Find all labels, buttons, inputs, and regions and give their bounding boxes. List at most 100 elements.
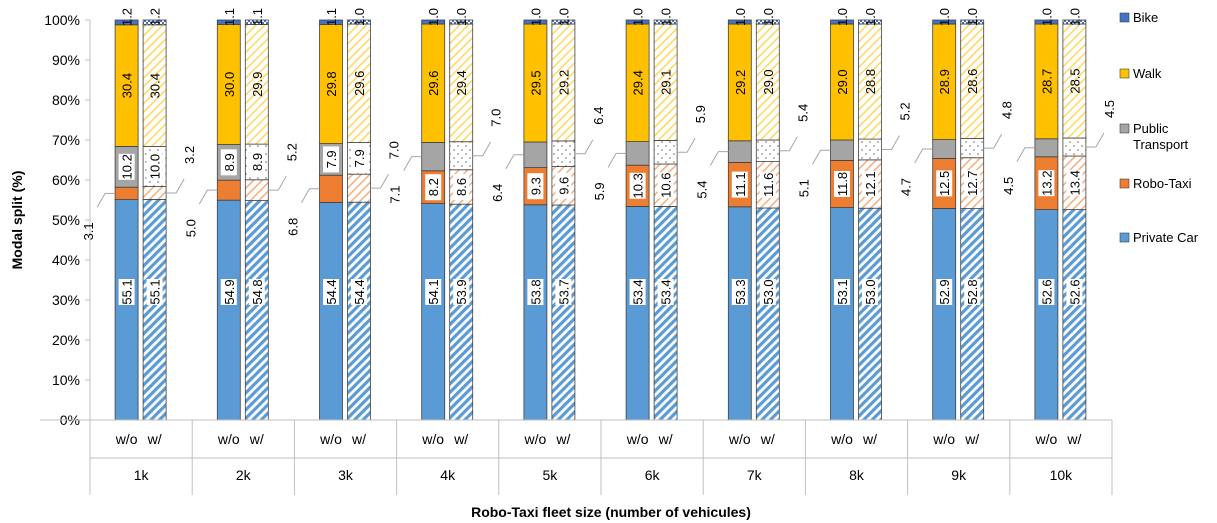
- value-label: 8.2: [426, 178, 441, 196]
- bar-label: w/: [1066, 431, 1081, 447]
- leader-line: [166, 178, 185, 194]
- segment-private-car: [625, 205, 650, 421]
- value-label: 1.1: [222, 8, 237, 26]
- value-label: 29.1: [659, 70, 674, 95]
- value-label-bg: [425, 279, 442, 305]
- value-label: 53.0: [863, 279, 878, 304]
- value-label: 11.1: [733, 172, 748, 196]
- value-label: 55.1: [120, 279, 135, 304]
- value-label: 29.6: [352, 71, 367, 96]
- value-label-bg: [351, 145, 367, 172]
- segment-public-transport: [932, 139, 957, 159]
- leader-line: [709, 151, 729, 166]
- value-label-bg: [453, 173, 470, 200]
- segment-bike: [727, 19, 752, 25]
- value-label: 1.0: [454, 8, 469, 26]
- segment-public-transport: [755, 139, 780, 163]
- value-label: 1.0: [1039, 8, 1054, 26]
- legend-swatch: [1119, 123, 1130, 134]
- value-label: 10.3: [631, 173, 646, 198]
- value-label-bg: [425, 174, 442, 201]
- segment-private-car: [551, 204, 576, 421]
- leader-line: [472, 141, 492, 157]
- segment-private-car: [830, 207, 854, 421]
- value-label: 52.6: [1039, 279, 1054, 304]
- value-label: 1.0: [863, 8, 878, 26]
- value-label: 54.1: [426, 279, 441, 304]
- value-label-bg: [118, 279, 135, 305]
- segment-private-car: [142, 198, 167, 421]
- leader-line: [1016, 147, 1035, 163]
- value-label: 10.6: [659, 173, 674, 198]
- value-label-bg: [964, 170, 981, 197]
- value-label: 1.0: [426, 8, 441, 26]
- leader-line: [301, 188, 320, 204]
- value-label: 1.2: [148, 8, 163, 26]
- value-label: 28.9: [937, 69, 952, 94]
- value-label-bg: [118, 153, 135, 180]
- leader-line: [881, 135, 900, 150]
- value-label-bg: [759, 171, 776, 198]
- value-label-bg: [323, 146, 339, 173]
- segment-private-car: [449, 203, 474, 421]
- value-label: 54.8: [250, 279, 265, 304]
- value-label-bg: [834, 171, 850, 197]
- leader-line: [812, 149, 831, 165]
- value-label: 29.8: [324, 71, 339, 96]
- value-label: 10.2: [120, 154, 135, 179]
- y-tick-label: 10%: [52, 372, 80, 388]
- leader-line: [198, 189, 218, 205]
- segment-bike: [932, 19, 957, 25]
- segment-robo-taxi: [114, 186, 139, 200]
- value-label-outside: 3.2: [182, 146, 197, 164]
- value-label: 53.3: [733, 279, 748, 304]
- value-label: 29.9: [250, 72, 265, 97]
- value-label-bg: [629, 279, 646, 305]
- segment-bike: [551, 19, 576, 25]
- segment-robo-taxi: [319, 174, 343, 203]
- value-label-bg: [964, 279, 981, 305]
- value-label: 1.2: [120, 8, 135, 26]
- segment-public-transport: [421, 141, 446, 172]
- group-label: 7k: [747, 467, 763, 483]
- value-label-outside: 6.8: [286, 218, 301, 236]
- leader-line: [779, 136, 798, 152]
- value-label: 13.2: [1039, 171, 1054, 196]
- value-label: 1.0: [761, 8, 776, 26]
- value-label: 28.8: [863, 69, 878, 94]
- segment-private-car: [216, 199, 241, 421]
- value-label-outside: 5.0: [183, 219, 198, 237]
- segment-public-transport: [830, 139, 854, 161]
- value-label-bg: [555, 172, 572, 199]
- value-label: 9.3: [528, 177, 543, 195]
- bar-label: w/o: [1035, 431, 1058, 447]
- segment-public-transport: [727, 140, 752, 163]
- leader-line: [914, 148, 933, 164]
- value-label-bg: [629, 172, 646, 199]
- value-label: 29.6: [426, 71, 441, 96]
- value-label-bg: [146, 279, 163, 305]
- segment-public-transport: [960, 138, 985, 159]
- leader-line: [574, 139, 594, 155]
- value-label: 29.4: [454, 70, 469, 95]
- value-label: 11.8: [835, 172, 850, 196]
- segment-private-car: [755, 207, 780, 421]
- segment-public-transport: [653, 139, 678, 165]
- value-label-bg: [1038, 279, 1055, 305]
- y-tick-label: 20%: [52, 332, 80, 348]
- segment-public-transport: [1062, 137, 1087, 157]
- value-label-bg: [1066, 169, 1083, 196]
- leader-line: [1085, 132, 1105, 148]
- leader-line: [96, 192, 116, 208]
- value-label: 1.0: [352, 8, 367, 26]
- value-label-bg: [936, 279, 953, 305]
- value-label: 29.4: [631, 70, 646, 95]
- legend-swatch: [1119, 232, 1130, 243]
- segment-public-transport: [625, 141, 650, 166]
- value-label-bg: [555, 279, 572, 305]
- value-label: 1.0: [556, 8, 571, 26]
- legend-label: Bike: [1133, 10, 1158, 25]
- value-label: 12.1: [863, 171, 878, 196]
- bar-label: w/: [351, 431, 366, 447]
- segment-bike: [421, 19, 446, 25]
